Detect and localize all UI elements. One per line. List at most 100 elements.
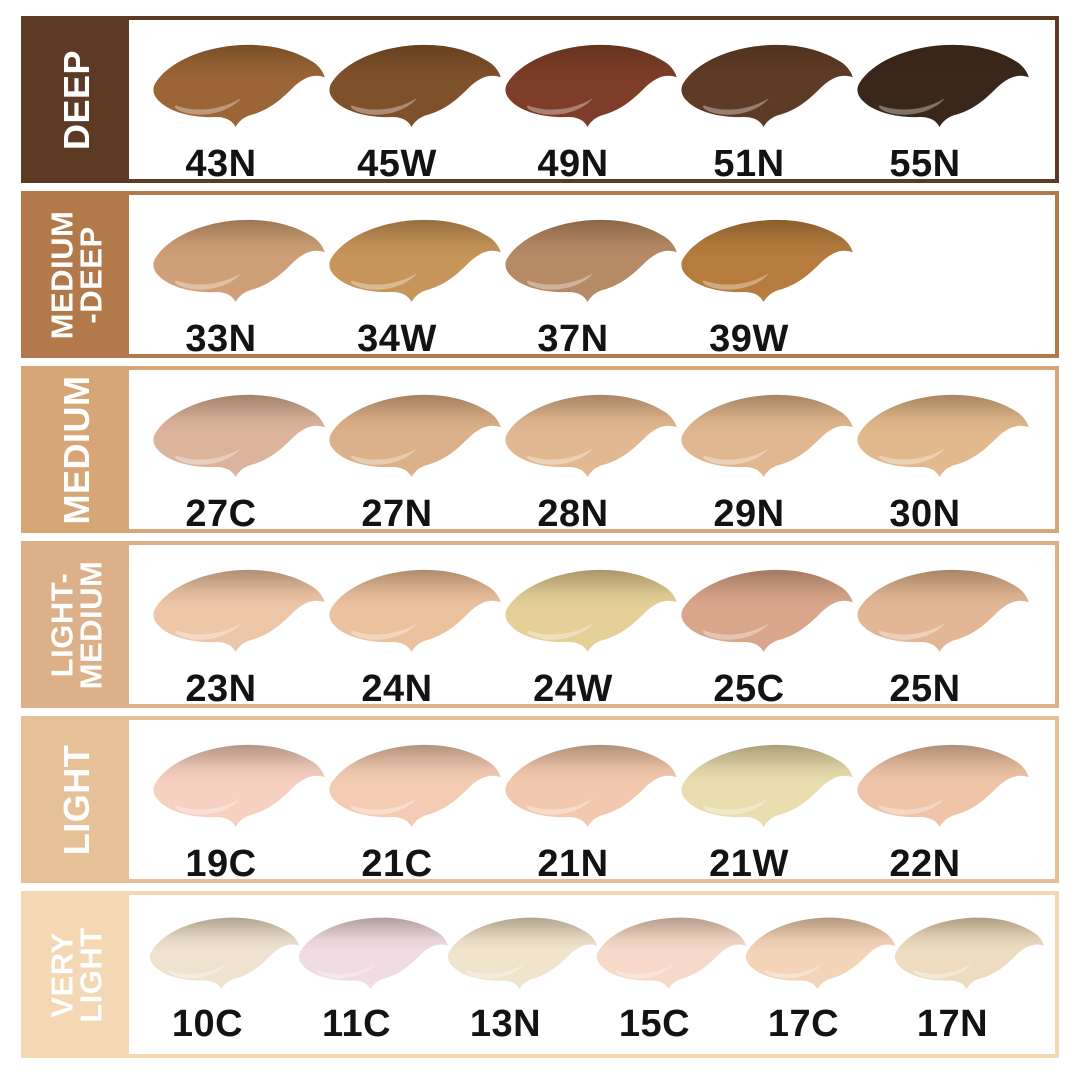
shade-code-24w: 24W — [533, 668, 613, 708]
shade-code-28n: 28N — [537, 493, 609, 533]
shade-code-45w: 45W — [357, 143, 437, 183]
foundation-smear-icon — [329, 394, 501, 477]
shade-code-29n: 29N — [713, 493, 785, 533]
shade-code-37n: 37N — [537, 318, 609, 358]
swatch-55n: 55N — [847, 26, 1029, 183]
swatch-25n: 25N — [847, 551, 1029, 708]
shade-code-21n: 21N — [537, 843, 609, 883]
foundation-smear-icon — [149, 917, 300, 990]
shade-code-27n: 27N — [361, 493, 433, 533]
foundation-smear-icon — [153, 219, 325, 302]
swatch-strip: 27C 27N 28N 29N 30N — [129, 370, 1055, 529]
foundation-smear-icon — [447, 917, 598, 990]
foundation-smear-icon — [894, 917, 1045, 990]
shade-code-10c: 10C — [171, 1003, 244, 1045]
category-sidebar-very-light: VERY LIGHT — [25, 895, 129, 1054]
swatch-43n: 43N — [143, 26, 325, 179]
shade-code-21w: 21W — [709, 843, 789, 883]
shade-code-21c: 21C — [361, 843, 433, 883]
swatch-27c: 27C — [143, 376, 325, 533]
swatch-28n: 28N — [495, 376, 677, 533]
swatch-27n: 27N — [319, 376, 501, 533]
foundation-smear-icon — [505, 569, 677, 652]
swatch-24n: 24N — [319, 551, 501, 708]
shade-row-light: LIGHT 19C 21C 21N 21W 22N — [21, 716, 1059, 883]
swatch-13n: 13N — [441, 901, 598, 1046]
shade-row-very-light: VERY LIGHT 10C 11C 13N 15C 17C 17N — [21, 891, 1059, 1058]
foundation-smear-icon — [153, 44, 325, 127]
foundation-smear-icon — [857, 44, 1029, 127]
shade-row-light-medium: LIGHT- MEDIUM 23N 24N 24W 25C 25N — [21, 541, 1059, 708]
category-label: DEEP — [55, 49, 97, 150]
foundation-smear-icon — [329, 744, 501, 827]
swatch-15c: 15C — [590, 901, 747, 1046]
swatch-51n: 51N — [671, 26, 853, 183]
foundation-smear-icon — [153, 394, 325, 477]
shade-code-15c: 15C — [618, 1003, 691, 1045]
shade-code-27c: 27C — [185, 493, 257, 533]
shade-code-22n: 22N — [889, 843, 961, 883]
foundation-smear-icon — [681, 569, 853, 652]
foundation-smear-icon — [329, 569, 501, 652]
swatch-21c: 21C — [319, 726, 501, 883]
shade-code-33n: 33N — [185, 318, 257, 358]
foundation-smear-icon — [329, 219, 501, 302]
shade-code-17c: 17C — [767, 1003, 840, 1045]
shade-row-deep: DEEP 43N 45W 49N 51N 55N — [21, 16, 1059, 183]
swatch-17c: 17C — [739, 901, 896, 1046]
shade-code-17n: 17N — [916, 1003, 989, 1045]
shade-code-11c: 11C — [321, 1003, 392, 1045]
swatch-49n: 49N — [495, 26, 677, 179]
shade-code-34w: 34W — [357, 318, 437, 358]
foundation-smear-icon — [681, 744, 853, 827]
shade-code-39w: 39W — [709, 318, 789, 358]
shade-row-medium-deep: MEDIUM -DEEP 33N 34W 37N 39W — [21, 191, 1059, 358]
foundation-smear-icon — [505, 219, 677, 302]
shade-code-30n: 30N — [889, 493, 961, 533]
category-sidebar-light-medium: LIGHT- MEDIUM — [25, 545, 129, 704]
swatch-29n: 29N — [671, 376, 853, 533]
swatch-21w: 21W — [671, 726, 853, 883]
swatch-23n: 23N — [143, 551, 325, 708]
swatch-strip: 19C 21C 21N 21W 22N — [129, 720, 1055, 879]
swatch-34w: 34W — [319, 201, 501, 358]
shade-code-13n: 13N — [469, 1003, 542, 1045]
swatch-33n: 33N — [143, 201, 325, 358]
shade-code-55n: 55N — [889, 143, 961, 183]
category-label: MEDIUM -DEEP — [44, 210, 109, 339]
shade-code-23n: 23N — [185, 668, 257, 708]
category-label: VERY LIGHT — [44, 926, 109, 1023]
foundation-smear-icon — [505, 44, 677, 127]
foundation-smear-icon — [857, 394, 1029, 477]
shade-code-24n: 24N — [361, 668, 433, 708]
category-sidebar-medium: MEDIUM — [25, 370, 129, 529]
swatch-strip: 10C 11C 13N 15C 17C 17N — [129, 895, 1055, 1054]
category-label: LIGHT- MEDIUM — [44, 560, 109, 689]
swatch-19c: 19C — [143, 726, 325, 879]
swatch-strip: 33N 34W 37N 39W — [129, 195, 1055, 354]
swatch-39w: 39W — [671, 201, 853, 358]
shade-code-25n: 25N — [889, 668, 961, 708]
foundation-smear-icon — [681, 394, 853, 477]
foundation-smear-icon — [857, 569, 1029, 652]
category-label: MEDIUM — [55, 375, 97, 524]
swatch-25c: 25C — [671, 551, 853, 704]
category-label: LIGHT — [55, 744, 97, 855]
shade-row-medium: MEDIUM 27C 27N 28N 29N 30N — [21, 366, 1059, 533]
swatch-21n: 21N — [495, 726, 677, 883]
swatch-45w: 45W — [319, 26, 501, 183]
shade-code-51n: 51N — [713, 143, 785, 183]
swatch-17n: 17N — [888, 901, 1045, 1046]
swatch-37n: 37N — [495, 201, 677, 358]
foundation-smear-icon — [681, 44, 853, 127]
foundation-smear-icon — [857, 744, 1029, 827]
category-sidebar-light: LIGHT — [25, 720, 129, 879]
foundation-smear-icon — [153, 744, 325, 827]
swatch-11c: 11C — [292, 901, 449, 1046]
foundation-smear-icon — [153, 569, 325, 652]
foundation-shade-chart: DEEP 43N 45W 49N 51N 55N MEDIUM -DEEP 33N 34W 37N… — [21, 16, 1059, 1058]
foundation-smear-icon — [298, 917, 449, 990]
swatch-10c: 10C — [143, 901, 300, 1046]
foundation-smear-icon — [505, 394, 677, 477]
swatch-22n: 22N — [847, 726, 1029, 883]
